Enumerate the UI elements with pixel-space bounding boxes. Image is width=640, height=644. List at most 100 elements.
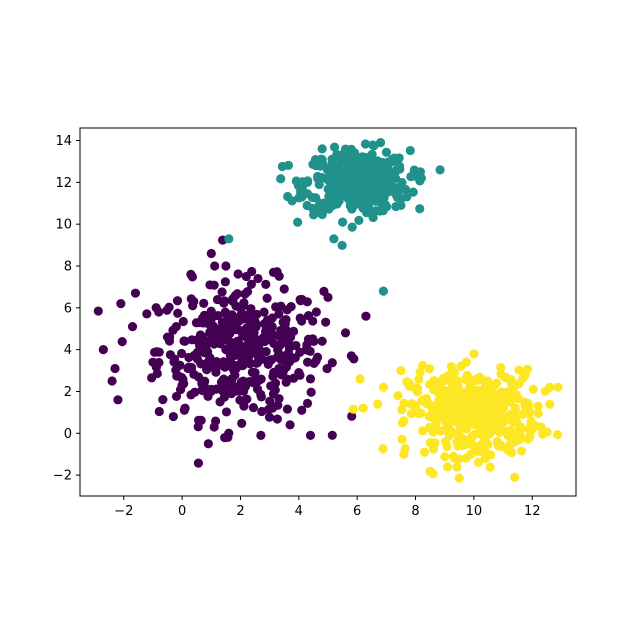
data-point: [93, 306, 103, 316]
data-point: [311, 356, 321, 366]
data-point: [329, 142, 340, 152]
data-point: [164, 302, 174, 312]
data-point: [354, 215, 364, 225]
data-point: [189, 296, 199, 307]
data-point: [370, 158, 380, 169]
data-point: [117, 337, 127, 347]
data-point: [152, 368, 162, 379]
data-point: [416, 408, 426, 418]
data-point: [454, 395, 465, 405]
data-point: [302, 340, 312, 350]
data-point: [130, 288, 141, 298]
y-tick-label: −2: [53, 469, 72, 484]
data-point: [394, 161, 405, 171]
data-point: [309, 336, 319, 347]
data-point: [248, 403, 259, 413]
data-point: [378, 444, 388, 454]
x-axis: −2 0 2 4 6 8 10 12: [114, 496, 541, 519]
y-tick-label: 10: [55, 218, 72, 233]
data-point: [220, 296, 230, 306]
data-point: [276, 174, 286, 184]
data-point: [274, 331, 284, 341]
data-point: [229, 351, 239, 361]
y-tick-label: 12: [55, 176, 72, 191]
data-point: [177, 348, 187, 359]
data-point: [480, 453, 491, 463]
data-point: [378, 382, 389, 392]
data-point: [428, 444, 439, 454]
data-point: [203, 439, 213, 449]
data-point: [197, 378, 207, 389]
data-point: [418, 360, 428, 371]
data-point: [536, 422, 546, 432]
data-point: [110, 363, 120, 374]
data-point: [250, 368, 260, 378]
data-point: [533, 409, 543, 419]
data-point: [358, 403, 368, 413]
data-point: [180, 336, 190, 346]
data-point: [373, 171, 383, 181]
data-point: [265, 396, 275, 406]
data-point: [238, 328, 249, 338]
data-point: [381, 147, 392, 157]
data-point: [237, 351, 247, 362]
data-point: [302, 357, 313, 367]
data-point: [172, 296, 183, 306]
data-point: [402, 192, 412, 202]
data-point: [217, 317, 227, 327]
data-point: [256, 389, 266, 400]
data-point: [508, 417, 518, 427]
data-point: [396, 200, 406, 210]
data-point: [274, 309, 284, 319]
data-point: [323, 173, 333, 183]
data-point: [267, 331, 277, 341]
data-point: [373, 399, 383, 409]
data-point: [220, 277, 230, 287]
data-point: [297, 405, 307, 415]
data-point: [162, 332, 173, 342]
series-0: [93, 235, 371, 468]
data-point: [349, 156, 359, 167]
data-point: [467, 432, 477, 442]
data-point: [437, 403, 447, 413]
data-point: [373, 186, 383, 196]
data-point: [256, 374, 266, 384]
plot-frame: [79, 127, 577, 497]
data-point: [199, 348, 209, 358]
data-point: [293, 217, 303, 227]
data-point: [206, 384, 216, 394]
data-point: [485, 462, 495, 472]
x-tick-label: 12: [524, 504, 541, 519]
data-point: [408, 187, 418, 197]
data-point: [393, 391, 403, 401]
data-point: [306, 387, 316, 397]
data-point: [407, 399, 417, 409]
data-point: [190, 387, 200, 397]
data-point: [355, 171, 365, 181]
data-point: [317, 144, 327, 154]
data-point: [343, 163, 354, 173]
data-point: [208, 321, 218, 331]
data-point: [473, 446, 483, 456]
data-point: [142, 309, 152, 319]
data-point: [522, 398, 532, 408]
data-point: [340, 328, 351, 338]
data-point: [245, 359, 255, 369]
data-point: [496, 362, 506, 373]
data-point: [469, 349, 479, 359]
data-point: [213, 311, 223, 321]
data-point: [282, 374, 292, 384]
data-point: [224, 234, 234, 244]
data-point: [272, 414, 282, 424]
data-point: [267, 403, 278, 413]
data-point: [302, 200, 312, 211]
data-point: [469, 407, 479, 417]
data-point: [425, 379, 435, 389]
data-point: [217, 287, 227, 297]
data-point: [154, 307, 164, 317]
data-point: [297, 192, 307, 202]
data-point: [171, 391, 182, 402]
data-point: [392, 192, 402, 202]
data-point: [246, 279, 256, 289]
